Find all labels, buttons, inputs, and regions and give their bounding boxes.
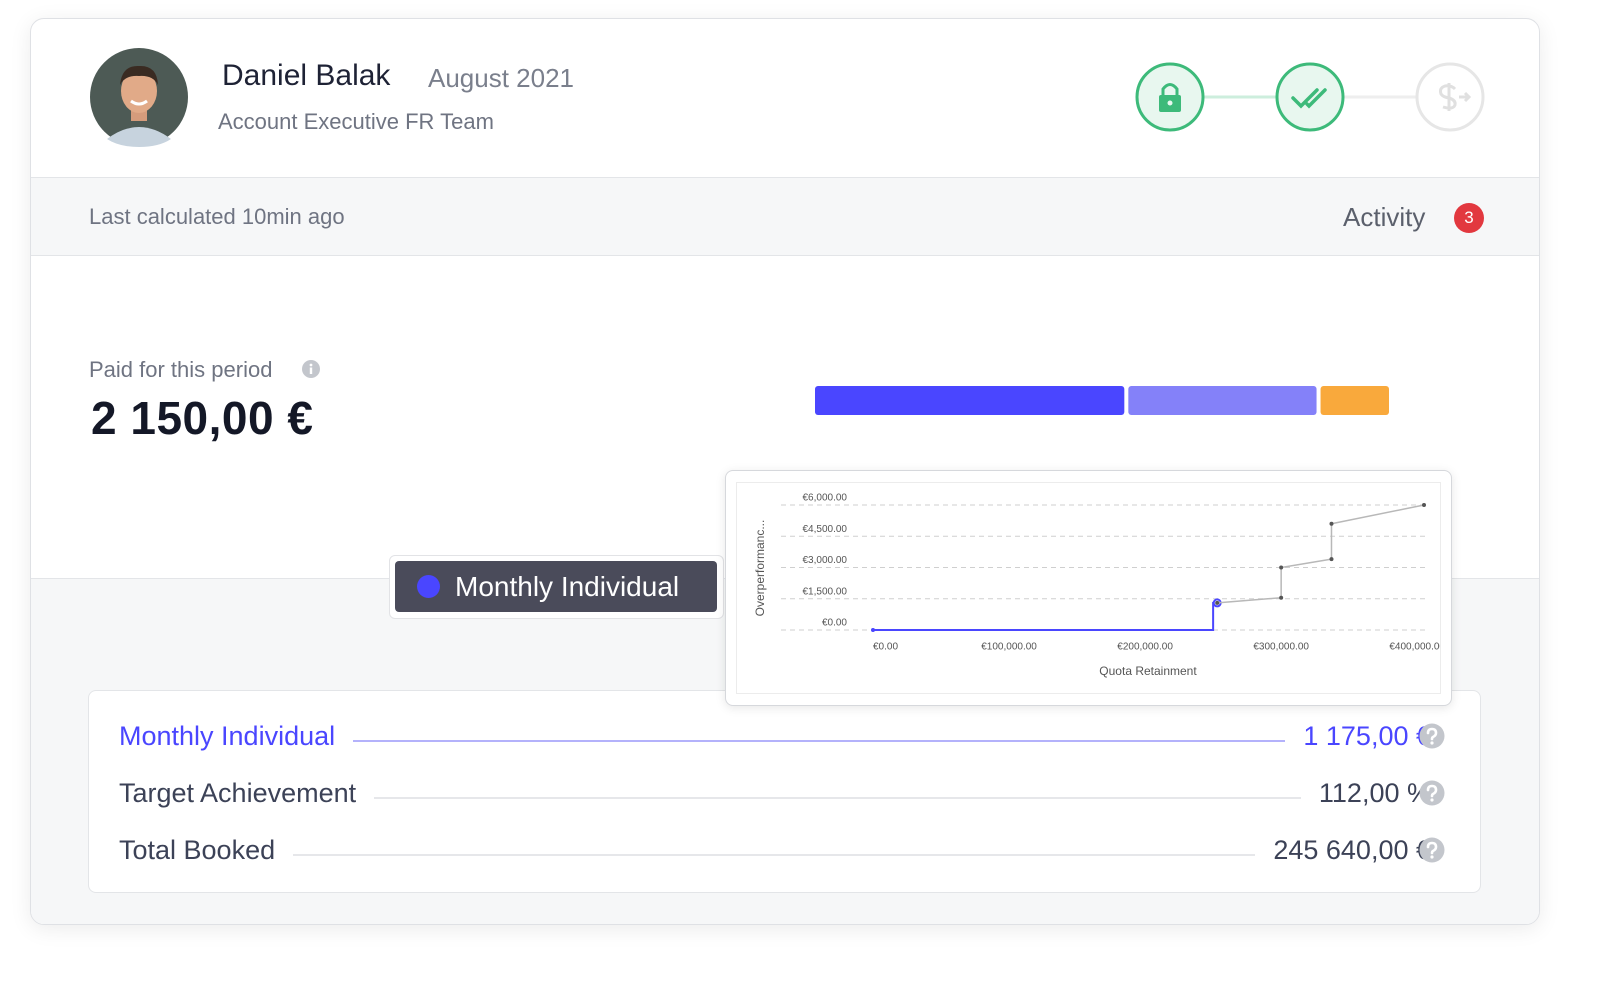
detail-value: 112,00 % (1318, 777, 1431, 808)
y-tick-label: €3,000.00 (803, 555, 848, 566)
activity-button[interactable]: Activity (1343, 202, 1426, 232)
breakdown-segment (1320, 386, 1389, 415)
detail-value: 245 640,00 € (1273, 834, 1431, 865)
breakdown-segment (815, 386, 1125, 415)
chart-popup: €0.00 €1,500.00 €3,000.00 €4,500.00 €6,000.0… (725, 470, 1452, 706)
plot-frame: €0.00 €1,500.00 €3,000.00 €4,500.00 €6,000.0… (736, 482, 1445, 694)
x-tick-label: €100,000.00 (981, 642, 1037, 653)
tooltip-box: Monthly Individual (395, 561, 717, 612)
detail-row: Target Achievement 112,00 % (119, 773, 1431, 813)
series-line (1217, 504, 1425, 604)
leader-line (353, 740, 1286, 742)
leader-line (293, 854, 1256, 856)
series-point (1329, 557, 1334, 562)
help-icon-dot (1430, 798, 1434, 802)
last-calculated: Last calculated 10min ago (89, 204, 345, 229)
chart: €0.00 €1,500.00 €3,000.00 €4,500.00 €6,000.0… (753, 493, 1445, 679)
user-name: Daniel Balak (222, 59, 391, 92)
avatar (90, 48, 188, 147)
activity-badge: 3 (1454, 203, 1484, 233)
tooltip-label: Monthly Individual (455, 571, 680, 602)
detail-row: Monthly Individual 1 175,00 € (119, 716, 1431, 756)
help-icon-glyph (1426, 841, 1438, 855)
help-icon[interactable] (1419, 780, 1445, 806)
y-axis-label: Overperformanc... (753, 520, 767, 617)
tooltip-dot (417, 575, 440, 598)
paid-amount: 2 150,00 € (91, 392, 314, 444)
y-tick-label: €4,500.00 (803, 524, 848, 535)
help-icon[interactable] (1419, 723, 1445, 749)
help-icon-dot (1430, 741, 1434, 745)
series-point (871, 628, 875, 632)
detail-value: 1 175,00 € (1303, 720, 1431, 751)
series-line (873, 601, 1218, 631)
x-tick-label: €400,000.00 (1389, 642, 1440, 653)
detail-label: Target Achievement (119, 777, 357, 808)
series-point (1329, 521, 1334, 526)
x-tick-label: €200,000.00 (1117, 642, 1173, 653)
status-bar (31, 177, 1539, 256)
series-point (1279, 565, 1284, 570)
x-tick-label: €300,000.00 (1253, 642, 1309, 653)
help-icon-bg (1419, 723, 1445, 749)
help-icon-dot (1430, 855, 1434, 859)
leader-line (374, 797, 1301, 799)
x-axis-label: Quota Retainment (1099, 664, 1197, 678)
details-card: Monthly Individual 1 175,00 € Target Achie… (88, 690, 1481, 893)
user-role: Account Executive FR Team (218, 109, 494, 134)
help-icon-bg (1419, 780, 1445, 806)
breakdown-bar (815, 386, 1389, 415)
breakdown-segment (1128, 386, 1317, 415)
series-point (1422, 503, 1426, 507)
detail-label: Monthly Individual (119, 720, 336, 751)
tooltip: Monthly Individual (389, 555, 724, 619)
series-point (1215, 600, 1220, 605)
help-icon[interactable] (1419, 837, 1445, 863)
detail-row: Total Booked 245 640,00 € (119, 830, 1431, 870)
info-icon[interactable] (301, 359, 321, 379)
y-tick-label: €1,500.00 (803, 586, 848, 597)
x-tick-label: €0.00 (873, 642, 898, 653)
status-steps (1135, 62, 1485, 132)
help-icon-bg (1419, 837, 1445, 863)
series-point (1279, 595, 1284, 600)
paid-label: Paid for this period (89, 357, 273, 382)
y-tick-label: €6,000.00 (803, 493, 848, 504)
y-tick-label: €0.00 (822, 618, 847, 629)
help-icon-glyph (1426, 784, 1438, 798)
detail-label: Total Booked (119, 834, 276, 865)
help-icon-glyph (1426, 727, 1438, 741)
period: August 2021 (428, 63, 575, 93)
